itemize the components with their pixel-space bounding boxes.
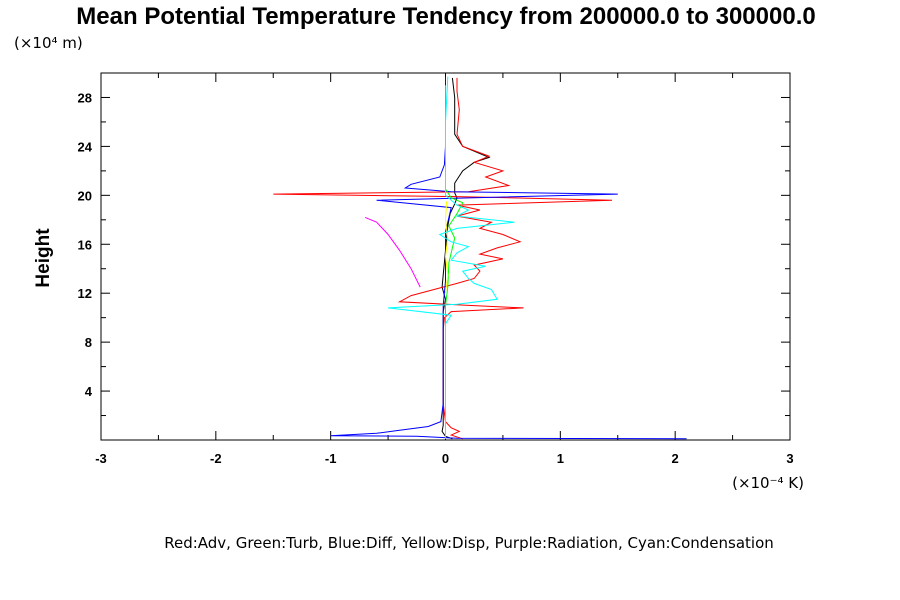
chart-title: Mean Potential Temperature Tendency from… — [76, 3, 815, 30]
y-tick-label: 20 — [78, 188, 92, 203]
y-tick-label: 24 — [78, 139, 93, 154]
x-tick-labels: -3 -2 -1 0 1 2 3 — [95, 451, 793, 466]
x-tick-label: -2 — [210, 451, 222, 466]
y-tick-label: 12 — [78, 286, 92, 301]
x-tick-label: -3 — [95, 451, 107, 466]
y-unit-label: (×10⁴ m) — [14, 34, 83, 52]
series-group — [273, 76, 687, 440]
y-tick-label: 16 — [78, 237, 92, 252]
x-tick-label: 1 — [557, 451, 564, 466]
plot-area — [100, 72, 791, 441]
series-line-1 — [273, 77, 613, 440]
x-tick-label: 2 — [672, 451, 679, 466]
x-tick-label: 3 — [786, 451, 793, 466]
series-line-2 — [330, 76, 687, 440]
series-line-0 — [441, 77, 491, 440]
series-line-4 — [444, 201, 449, 294]
y-tick-label: 4 — [85, 384, 93, 399]
x-tick-label: 0 — [442, 451, 449, 466]
series-line-3 — [445, 85, 464, 428]
y-tick-label: 8 — [85, 335, 92, 350]
y-tick-labels: 4 8 12 16 20 24 28 — [78, 90, 93, 399]
x-unit-label: (×10⁻⁴ K) — [732, 474, 804, 492]
series-line-5 — [364, 216, 421, 288]
x-tick-label: -1 — [325, 451, 337, 466]
y-axis-label: Height — [33, 228, 54, 288]
series-line-6 — [388, 76, 515, 439]
y-tick-label: 28 — [78, 90, 92, 105]
series-legend: Red:Adv, Green:Turb, Blue:Diff, Yellow:D… — [164, 534, 774, 552]
